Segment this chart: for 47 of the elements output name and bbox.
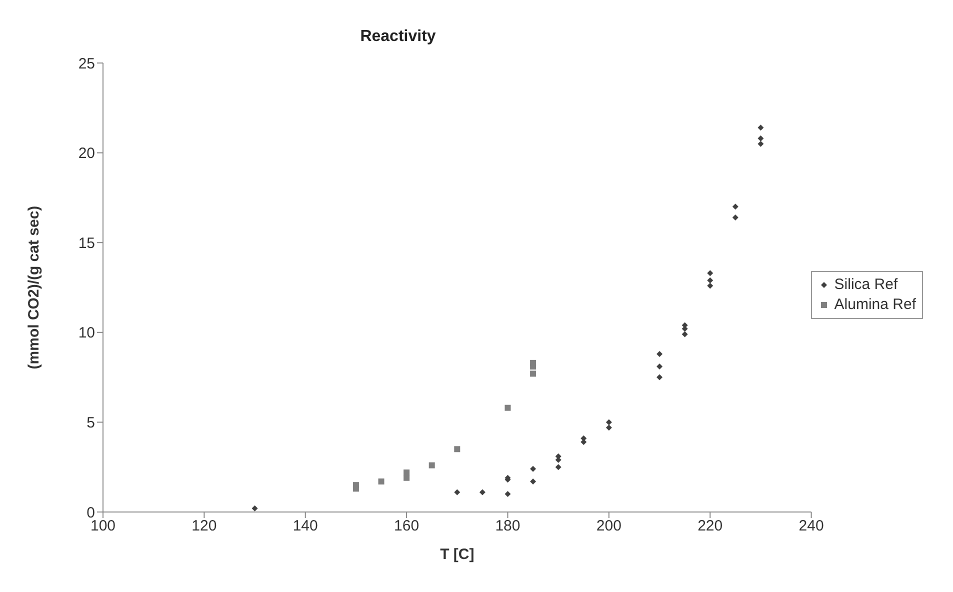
point: [404, 469, 410, 476]
point: [656, 350, 663, 357]
x-tick-label: 220: [698, 518, 723, 535]
point: [530, 466, 536, 472]
point: [732, 214, 738, 220]
point: [707, 277, 714, 284]
point: [352, 482, 359, 488]
legend-label: Silica Ref: [834, 275, 898, 295]
x-tick-label: 160: [394, 518, 420, 535]
y-tick-label: 5: [86, 414, 95, 432]
point: [404, 474, 410, 481]
point: [606, 419, 612, 426]
y-tick-label: 15: [78, 234, 95, 252]
x-axis-title: T [C]: [440, 546, 474, 563]
point: [454, 446, 460, 452]
y-tick-label: 10: [78, 324, 95, 342]
y-axis-title: (mmol CO2)/(g cat sec): [25, 206, 42, 370]
point: [682, 331, 688, 338]
point: [606, 424, 612, 431]
point: [454, 489, 460, 496]
x-tick-label: 140: [292, 518, 318, 535]
point: [555, 464, 562, 470]
point: [707, 282, 714, 289]
point: [504, 491, 511, 498]
point: [479, 489, 486, 496]
point: [758, 124, 764, 131]
point: [252, 505, 258, 512]
point: [378, 478, 384, 484]
point: [758, 140, 764, 147]
x-tick-label: 240: [798, 518, 824, 535]
point: [732, 204, 738, 210]
point: [530, 478, 536, 484]
point: [707, 270, 714, 276]
chart-title: Reactivity: [359, 28, 437, 46]
y-tick-label: 25: [78, 55, 95, 72]
x-tick-label: 120: [192, 518, 217, 535]
point: [530, 360, 536, 366]
x-tick-label: 200: [596, 518, 622, 535]
legend-label: Alumina Ref: [834, 295, 916, 315]
point: [656, 374, 663, 380]
point: [758, 135, 764, 142]
point: [504, 404, 511, 411]
point: [656, 364, 663, 370]
y-tick-label: 20: [78, 145, 95, 162]
point: [530, 370, 536, 377]
x-tick-label: 180: [495, 518, 520, 535]
point: [428, 462, 435, 468]
